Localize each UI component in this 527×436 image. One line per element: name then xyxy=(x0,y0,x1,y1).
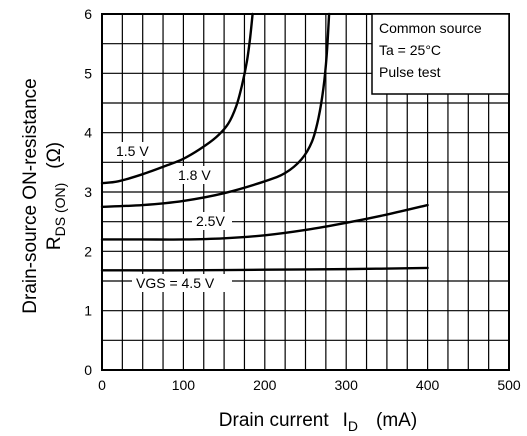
svg-text:1.8 V: 1.8 V xyxy=(178,167,211,183)
curve-label-1.8v: 1.8 V xyxy=(174,166,216,184)
curve-label-1.5v: 1.5 V xyxy=(112,142,154,160)
legend-line-common-source: Common source xyxy=(379,20,482,36)
y-tick-labels: 0 1 2 3 4 5 6 xyxy=(84,6,92,378)
x-tick-labels: 0 100 200 300 400 500 xyxy=(98,377,521,393)
legend-box: Common source Ta = 25°C Pulse test xyxy=(371,13,510,95)
series-line-2 xyxy=(100,203,429,241)
legend-line-temperature: Ta = 25°C xyxy=(379,42,441,58)
y-axis-title-line2: RDS (ON)(Ω) xyxy=(44,142,68,250)
legend-box-frame xyxy=(371,13,510,95)
x-tick-label: 100 xyxy=(172,377,196,393)
y-tick-label: 6 xyxy=(84,6,92,22)
y-tick-label: 0 xyxy=(84,362,92,378)
plot-frame xyxy=(101,13,510,371)
curve-label-vgs-4.5v: VGS = 4.5 V xyxy=(132,274,232,292)
svg-text:2.5V: 2.5V xyxy=(196,213,225,229)
series-line-0 xyxy=(100,12,254,185)
svg-text:1.5 V: 1.5 V xyxy=(116,143,149,159)
x-tick-label: 300 xyxy=(335,377,359,393)
x-tick-label: 500 xyxy=(497,377,521,393)
legend-line-pulse-test: Pulse test xyxy=(379,64,441,80)
y-tick-label: 2 xyxy=(84,243,92,259)
series-line-1 xyxy=(100,12,331,209)
y-tick-label: 4 xyxy=(84,125,92,141)
curve-label-2.5v: 2.5V xyxy=(192,212,232,230)
x-tick-label: 0 xyxy=(98,377,106,393)
y-tick-label: 1 xyxy=(84,303,92,319)
y-tick-label: 5 xyxy=(84,65,92,81)
x-axis-title: Drain current ID (mA) xyxy=(219,410,417,434)
series-layer xyxy=(100,12,429,272)
svg-text:VGS = 4.5 V: VGS = 4.5 V xyxy=(136,275,215,291)
series-line-3 xyxy=(100,266,429,272)
x-tick-label: 200 xyxy=(253,377,277,393)
x-tick-label: 400 xyxy=(416,377,440,393)
y-tick-label: 3 xyxy=(84,184,92,200)
y-axis-title-line1: Drain-source ON-resistance xyxy=(20,78,41,313)
